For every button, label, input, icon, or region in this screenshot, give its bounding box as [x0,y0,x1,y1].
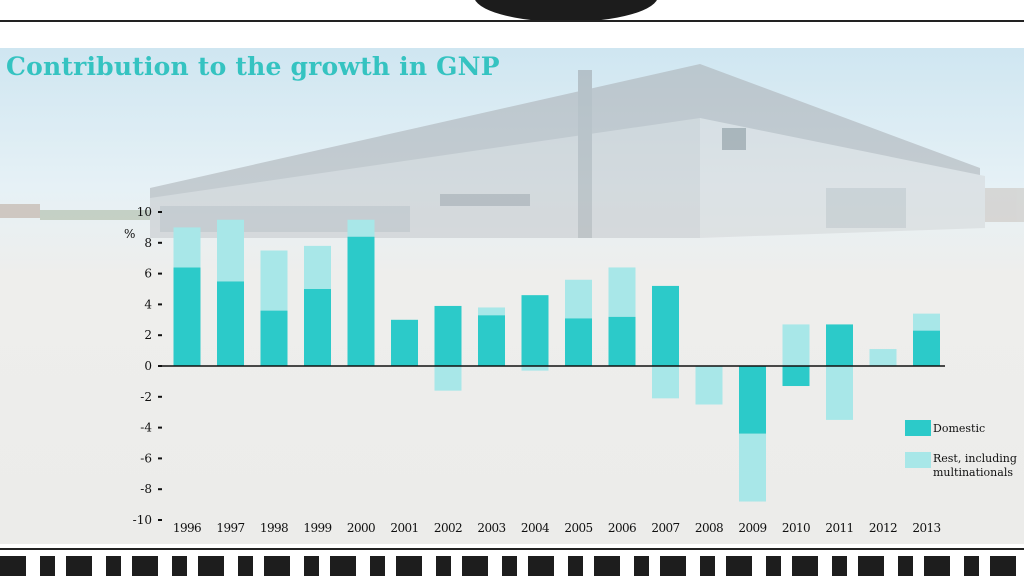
bar-domestic [565,318,592,366]
x-category-label: 2009 [738,521,766,535]
x-category-label: 2013 [912,521,940,535]
legend-label-rest-line2: multinationals [933,466,1013,479]
bar-rest [521,366,549,371]
legend-label-domestic: Domestic [933,422,985,435]
bar-domestic [782,366,810,387]
x-category-label: 2002 [434,521,462,535]
x-category-label: 2008 [695,521,723,535]
bar-rest [217,219,244,282]
top-strip [0,0,1024,22]
top-divider [0,20,1024,22]
bar-domestic [478,315,505,366]
x-category-label: 1997 [216,521,244,535]
y-tick-label: -10 [133,513,152,527]
bar-rest [695,366,723,405]
bar-domestic [347,236,375,366]
y-tick-label: 8 [144,236,152,250]
y-tick-label: 4 [144,297,152,311]
y-tick-label: 10 [137,205,152,219]
chart-title: Contribution to the growth in GNP [6,52,500,81]
legend-swatch-rest [905,452,931,468]
legend-label-rest: Rest, including [933,452,1017,465]
bar-rest [434,366,462,391]
bar-rest [565,279,592,319]
x-category-label: 1996 [173,521,201,535]
x-category-label: 1999 [303,521,331,535]
bar-rest [304,245,331,289]
x-category-label: 2004 [521,521,550,535]
x-category-label: 2000 [347,521,375,535]
y-tick-label: 0 [144,359,152,373]
bar-rest [608,267,636,317]
bar-rest [260,250,288,311]
bar-domestic [826,324,853,366]
portrait-photo [474,0,658,22]
x-category-label: 2001 [390,521,418,535]
y-tick-label: -6 [140,451,152,465]
bar-domestic [260,310,288,366]
y-axis-unit-label: % [124,227,135,241]
bar-rest [869,349,897,366]
y-tick-label: -2 [140,390,152,404]
next-headline-fragment [0,556,1024,576]
x-category-label: 2010 [782,521,810,535]
bar-domestic [913,330,940,366]
bar-rest [826,366,853,420]
bar-domestic [304,289,331,366]
warehouse-background [0,64,1024,238]
y-tick-label: 2 [144,328,152,342]
bar-domestic [434,305,462,366]
bar-rest [739,433,766,502]
bar-chart: 10 8 6 4 2 0 -2 -4 -6 -8 -10% 1996 1997 1998 1999 2000 2… [124,205,1017,535]
x-category-label: 2012 [869,521,897,535]
x-category-label: 2003 [477,521,505,535]
bar-domestic [608,316,636,366]
bar-domestic [173,267,201,366]
x-category-label: 1998 [260,521,288,535]
legend-swatch-domestic [905,420,931,436]
bar-domestic [217,281,244,366]
y-tick-label: -4 [140,421,152,435]
bar-rest [173,227,201,268]
x-category-label: 2006 [608,521,636,535]
bar-domestic [739,366,766,434]
x-category-label: 2007 [651,521,679,535]
bar-rest [782,324,810,366]
bottom-strip [0,548,1024,576]
x-category-label: 2011 [825,521,853,535]
bar-domestic [652,285,679,366]
chart-panel: Contribution to the growth in GNP 10 8 6 4 2… [0,48,1024,544]
bar-rest [347,219,375,237]
bar-rest [478,307,505,316]
bar-rest [913,313,940,331]
x-category-label: 2005 [564,521,592,535]
bar-domestic [521,295,549,366]
bar-domestic [391,319,418,366]
bottom-divider [0,548,1024,550]
bar-rest [652,366,679,399]
y-tick-label: 6 [144,267,152,281]
y-tick-label: -8 [140,482,152,496]
